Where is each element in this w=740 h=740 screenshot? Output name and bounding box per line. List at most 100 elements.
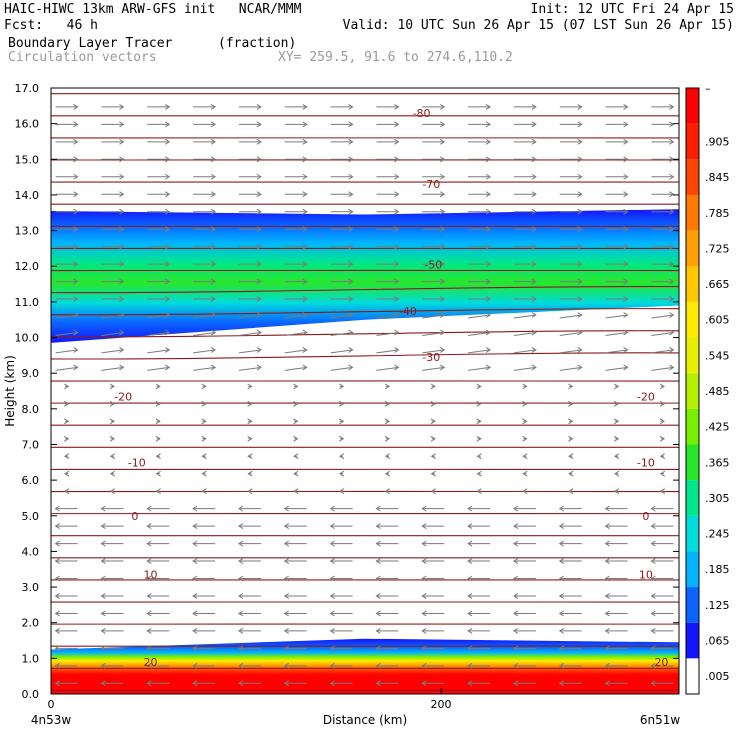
vector-arrowhead xyxy=(421,627,427,634)
vector-arrowhead xyxy=(283,523,290,530)
vector-arrowhead xyxy=(165,103,171,110)
vector-arrowhead xyxy=(669,121,675,128)
contour-line xyxy=(50,308,680,316)
vector-arrowhead xyxy=(659,435,666,442)
vector-arrowhead xyxy=(531,364,537,371)
y-tick-label: 0.0 xyxy=(22,688,40,701)
vector-arrowhead xyxy=(348,261,354,268)
contour-line xyxy=(50,446,680,449)
vector-arrowhead xyxy=(73,278,79,285)
vector-arrowhead xyxy=(146,558,152,564)
vector-arrowhead xyxy=(439,191,446,198)
vector-arrowhead xyxy=(283,575,290,582)
vector-arrowhead xyxy=(421,540,427,547)
vector-arrowhead xyxy=(430,400,436,407)
vector-arrowhead xyxy=(329,523,335,530)
colorbar-swatch xyxy=(686,622,699,659)
vector-arrowhead xyxy=(348,156,354,163)
vector-arrowhead xyxy=(100,662,106,669)
vector-arrowhead xyxy=(512,523,519,530)
vector-arrowhead xyxy=(669,329,675,336)
contour-line xyxy=(50,285,680,294)
vector-arrowhead xyxy=(302,278,308,285)
vector-arrowhead xyxy=(165,329,171,336)
vector-arrowhead xyxy=(623,347,629,353)
vector-arrowhead xyxy=(485,173,492,180)
vector-arrowhead xyxy=(339,488,345,495)
vector-arrowhead xyxy=(613,453,620,460)
vector-arrowhead xyxy=(623,261,629,268)
vector-arrow xyxy=(147,349,170,354)
vector-arrowhead xyxy=(439,173,446,180)
vector-arrowhead xyxy=(421,558,427,564)
vector-arrowhead xyxy=(669,243,675,250)
vector-arrowhead xyxy=(531,208,537,215)
vector-arrowhead xyxy=(293,418,299,425)
vector-arrowhead xyxy=(329,662,335,669)
contour-line xyxy=(50,269,680,272)
vector-arrowhead xyxy=(430,383,436,390)
contour-label: 0 xyxy=(131,510,138,523)
vector-arrow xyxy=(193,331,216,336)
vector-arrowhead xyxy=(146,575,152,582)
vector-arrowhead xyxy=(650,662,656,669)
vector-arrowhead xyxy=(485,138,492,145)
vector-arrow xyxy=(101,366,124,371)
vector-arrowhead xyxy=(100,505,106,512)
contour-label: -10 xyxy=(637,456,655,469)
vector-arrowhead xyxy=(210,261,217,268)
vector-arrowhead xyxy=(256,364,262,371)
temperature-contours xyxy=(50,92,680,692)
vector-arrowhead xyxy=(512,505,519,512)
vector-arrowhead xyxy=(650,523,656,530)
vector-arrowhead xyxy=(155,400,161,407)
colorbar-label: .185 xyxy=(705,563,730,576)
vector-arrowhead xyxy=(348,191,354,198)
vector-arrowhead xyxy=(256,261,262,268)
x-tick-label: 0 xyxy=(48,698,55,711)
vector-arrowhead xyxy=(119,208,125,215)
y-tick-label: 4.0 xyxy=(22,545,40,558)
vector-arrowhead xyxy=(485,312,492,318)
vector-arrowhead xyxy=(109,470,116,477)
vector-arrowhead xyxy=(348,347,354,353)
vector-arrow xyxy=(468,349,491,354)
vector-arrowhead xyxy=(165,191,171,198)
vector-arrowhead xyxy=(210,173,217,180)
vector-arrowhead xyxy=(577,173,583,180)
vector-arrowhead xyxy=(155,418,161,425)
colorbar-swatch xyxy=(686,480,699,516)
vector-arrowhead xyxy=(63,400,70,407)
vector-arrowhead xyxy=(669,278,675,285)
vector-arrowhead xyxy=(100,645,106,652)
vector-arrowhead xyxy=(237,680,244,687)
vector-arrowhead xyxy=(54,593,60,599)
contour-label: 10 xyxy=(639,569,653,582)
vector-arrow xyxy=(238,366,261,371)
vector-arrowhead xyxy=(375,610,381,617)
vector-arrowhead xyxy=(338,435,345,442)
vector-arrowhead xyxy=(283,610,290,617)
vector-arrowhead xyxy=(512,593,519,599)
vector-arrowhead xyxy=(192,540,198,547)
vector-arrowhead xyxy=(100,575,106,582)
vector-arrowhead xyxy=(283,505,290,512)
y-tick-label: 11.0 xyxy=(15,296,40,309)
vector-arrow xyxy=(284,349,307,354)
vector-arrowhead xyxy=(476,435,482,442)
vector-arrowhead xyxy=(256,156,262,163)
vector-arrowhead xyxy=(237,627,244,634)
circulation-vectors xyxy=(54,103,675,687)
colorbar-label: .305 xyxy=(705,492,730,505)
vector-arrowhead xyxy=(512,627,519,634)
vector-arrowhead xyxy=(256,208,262,215)
vector-arrowhead xyxy=(439,208,446,215)
vector-arrowhead xyxy=(146,662,152,669)
vector-arrowhead xyxy=(210,329,217,336)
vector-arrowhead xyxy=(604,558,610,564)
contour-label: 20 xyxy=(654,656,668,669)
vector-arrowhead xyxy=(329,575,335,582)
vector-arrowhead xyxy=(623,103,629,110)
vector-arrowhead xyxy=(54,662,60,669)
vector-arrowhead xyxy=(210,121,217,128)
